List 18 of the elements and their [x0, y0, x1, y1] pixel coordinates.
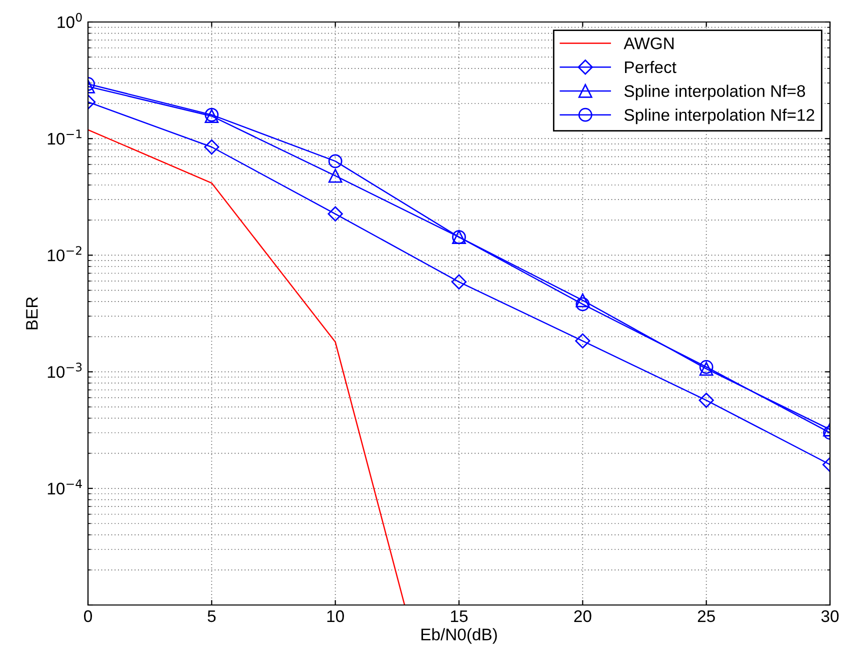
y-tick-label: 10$^{−3}$	[48, 362, 82, 378]
y-tick-label: 10$^{0}$	[58, 12, 82, 28]
x-tick-label: 10	[327, 610, 344, 622]
y-axis-title: BER	[26, 297, 38, 330]
x-tick-label: 30	[821, 610, 839, 622]
y-tick-label: 10$^{−1}$	[48, 130, 82, 145]
x-tick-label: 5	[208, 610, 216, 622]
x-tick-label: 15	[451, 610, 468, 622]
legend-label: Perfect	[625, 60, 676, 74]
y-tick-label: 10$^{−4}$	[48, 479, 82, 494]
legend-label: Spline interpolation Nf=12	[624, 108, 814, 124]
legend-label: Spline interpolation Nf=8	[624, 84, 806, 100]
y-tick-label: 10$^{−2}$	[48, 246, 82, 262]
x-tick-label: 20	[574, 610, 592, 622]
x-axis-title: Eb/N0(dB)	[421, 628, 497, 644]
x-tick-label: 25	[698, 610, 715, 622]
x-tick-label: 0	[84, 610, 92, 622]
legend-label: AWGN	[624, 37, 674, 50]
